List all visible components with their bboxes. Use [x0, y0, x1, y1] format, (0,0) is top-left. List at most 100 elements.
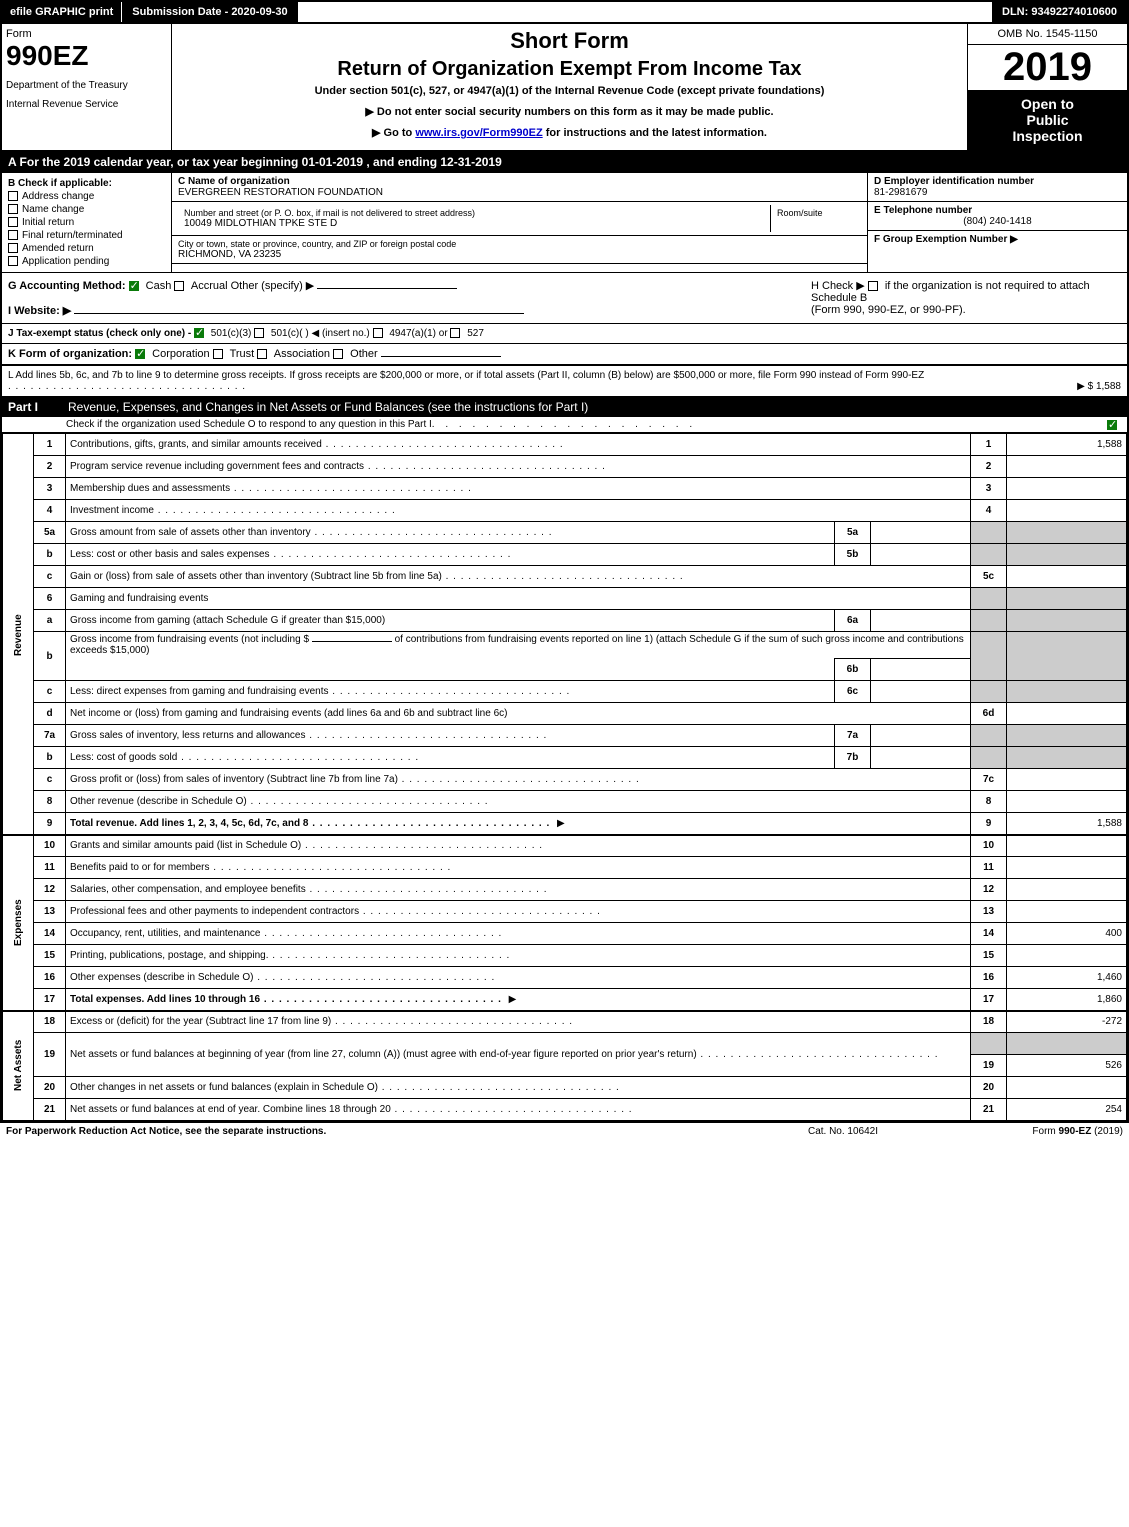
section-c: C Name of organization EVERGREEN RESTORA… [172, 173, 867, 272]
website-input-line[interactable] [74, 313, 524, 314]
l8-ln: 8 [971, 791, 1007, 813]
shaded [1007, 544, 1127, 566]
l7c-num: c [34, 769, 66, 791]
shaded [1007, 522, 1127, 544]
header-center: Short Form Return of Organization Exempt… [172, 24, 967, 150]
checkbox-amended-return[interactable] [8, 243, 18, 253]
l7c-desc: Gross profit or (loss) from sales of inv… [70, 774, 640, 785]
addr-label: Number and street (or P. O. box, if mail… [184, 208, 764, 218]
l5a-in: 5a [835, 522, 871, 544]
l6c-desc: Less: direct expenses from gaming and fu… [70, 686, 570, 697]
tax-year: 2019 [968, 45, 1127, 90]
line-16: 16 Other expenses (describe in Schedule … [3, 967, 1127, 989]
checkbox-corporation[interactable] [135, 349, 145, 359]
checkbox-accrual[interactable] [174, 281, 184, 291]
city-state-zip: RICHMOND, VA 23235 [178, 249, 861, 260]
l6c-in: 6c [835, 681, 871, 703]
l14-ln: 14 [971, 923, 1007, 945]
l11-amt [1007, 857, 1127, 879]
top-bar: efile GRAPHIC print Submission Date - 20… [2, 2, 1127, 24]
line-21: 21 Net assets or fund balances at end of… [3, 1099, 1127, 1121]
checkbox-initial-return[interactable] [8, 217, 18, 227]
l6d-num: d [34, 703, 66, 725]
checkbox-501c[interactable] [254, 328, 264, 338]
checkbox-cash[interactable] [129, 281, 139, 291]
l12-desc: Salaries, other compensation, and employ… [70, 884, 548, 895]
l14-desc: Occupancy, rent, utilities, and maintena… [70, 928, 502, 939]
checkbox-schedule-b-not-required[interactable] [868, 281, 878, 291]
line-6b-1: b Gross income from fundraising events (… [3, 632, 1127, 659]
submission-date-label: Submission Date - 2020-09-30 [122, 2, 297, 22]
checkbox-4947a1[interactable] [373, 328, 383, 338]
l17-ln: 17 [971, 989, 1007, 1011]
c-label: C Name of organization [178, 176, 861, 187]
line-17: 17 Total expenses. Add lines 10 through … [3, 989, 1127, 1011]
checkbox-527[interactable] [450, 328, 460, 338]
line-12: 12 Salaries, other compensation, and emp… [3, 879, 1127, 901]
shaded [971, 632, 1007, 681]
l20-ln: 20 [971, 1077, 1007, 1099]
checkbox-application-pending[interactable] [8, 256, 18, 266]
l21-desc: Net assets or fund balances at end of ye… [70, 1104, 633, 1115]
l13-desc: Professional fees and other payments to … [70, 906, 601, 917]
accrual-label: Accrual [191, 280, 228, 292]
l19-num: 19 [34, 1033, 66, 1077]
l5b-num: b [34, 544, 66, 566]
other-org-line[interactable] [381, 356, 501, 357]
checkbox-name-change[interactable] [8, 204, 18, 214]
l8-amt [1007, 791, 1127, 813]
netassets-section-label: Net Assets [3, 1011, 34, 1121]
shaded [971, 522, 1007, 544]
h-label: H Check ▶ [811, 280, 865, 292]
checkbox-501c3[interactable] [194, 328, 204, 338]
l13-amt [1007, 901, 1127, 923]
l4-num: 4 [34, 500, 66, 522]
irs-label: Internal Revenue Service [6, 99, 167, 110]
l5b-in: 5b [835, 544, 871, 566]
shaded [971, 725, 1007, 747]
irs-link[interactable]: www.irs.gov/Form990EZ [415, 127, 542, 139]
fundraising-amount-line[interactable] [312, 641, 392, 642]
line-3: 3 Membership dues and assessments 3 [3, 478, 1127, 500]
c-city-row: City or town, state or province, country… [172, 236, 867, 264]
l8-num: 8 [34, 791, 66, 813]
other-input-line[interactable] [317, 288, 457, 289]
opt-501c3: 501(c)(3) [211, 328, 252, 339]
checkbox-trust[interactable] [213, 349, 223, 359]
line-15: 15 Printing, publications, postage, and … [3, 945, 1127, 967]
l7a-desc: Gross sales of inventory, less returns a… [70, 730, 547, 741]
checkbox-schedule-o-used[interactable] [1107, 420, 1117, 430]
goto-instruction: ▶ Go to www.irs.gov/Form990EZ for instru… [178, 126, 961, 139]
line-7a: 7a Gross sales of inventory, less return… [3, 725, 1127, 747]
l11-num: 11 [34, 857, 66, 879]
d-label: D Employer identification number [874, 176, 1121, 187]
opt-4947: 4947(a)(1) or [389, 328, 447, 339]
l5c-amt [1007, 566, 1127, 588]
efile-print-button[interactable]: efile GRAPHIC print [2, 2, 122, 22]
page-footer: For Paperwork Reduction Act Notice, see … [0, 1123, 1129, 1140]
l5b-desc: Less: cost or other basis and sales expe… [70, 549, 511, 560]
other-label: Other (specify) ▶ [231, 280, 315, 292]
checkbox-other-org[interactable] [333, 349, 343, 359]
l6b-in: 6b [835, 659, 871, 681]
shaded [1007, 681, 1127, 703]
city-label: City or town, state or province, country… [178, 239, 861, 249]
l5a-val [871, 522, 971, 544]
shaded [1007, 747, 1127, 769]
l17-num: 17 [34, 989, 66, 1011]
line-19a: 19 Net assets or fund balances at beginn… [3, 1033, 1127, 1055]
line-6d: d Net income or (loss) from gaming and f… [3, 703, 1127, 725]
checkbox-address-change[interactable] [8, 191, 18, 201]
omb-number: OMB No. 1545-1150 [968, 24, 1127, 45]
l-gross-receipts: L Add lines 5b, 6c, and 7b to line 9 to … [2, 366, 1127, 397]
l15-num: 15 [34, 945, 66, 967]
line-1: Revenue 1 Contributions, gifts, grants, … [3, 434, 1127, 456]
cash-label: Cash [146, 280, 172, 292]
street-address: 10049 MIDLOTHIAN TPKE STE D [184, 218, 764, 229]
l12-num: 12 [34, 879, 66, 901]
l20-amt [1007, 1077, 1127, 1099]
checkbox-final-return[interactable] [8, 230, 18, 240]
checkbox-association[interactable] [257, 349, 267, 359]
j-tax-exempt: J Tax-exempt status (check only one) - 5… [2, 324, 1127, 344]
line-8: 8 Other revenue (describe in Schedule O)… [3, 791, 1127, 813]
